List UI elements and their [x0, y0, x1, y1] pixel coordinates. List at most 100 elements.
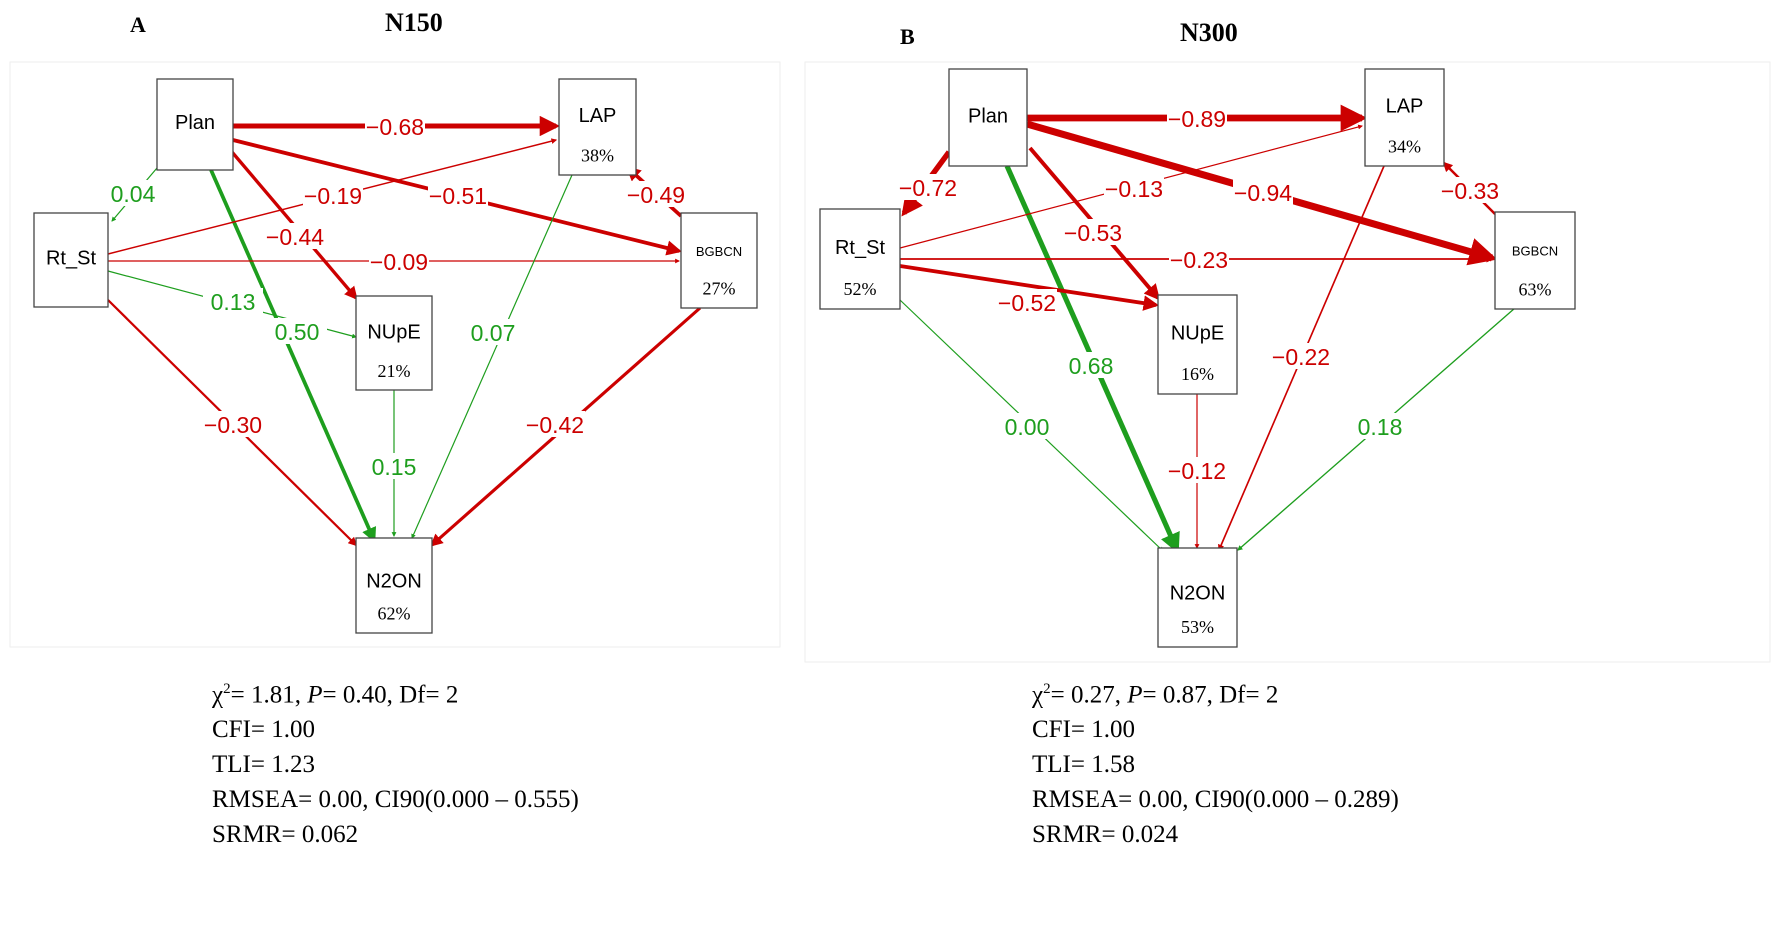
- panel-b-node-n2on-r2: 53%: [1181, 617, 1214, 637]
- panel-a-edge-label-bg: [364, 453, 424, 479]
- panel-b-edge-label-rt_st-to-bgbcn: −0.23: [1170, 247, 1228, 273]
- panel-b-edge-label-lap-to-n2on: −0.22: [1272, 344, 1330, 370]
- panel-a-node-n2on-label: N2ON: [366, 570, 422, 592]
- cfi-line: CFI= 1.00: [212, 716, 316, 744]
- panel-b-node-nupe: [1157, 294, 1238, 395]
- panel-a-edge-label-bg: [265, 223, 325, 249]
- panel-a-edge-label-plan-to-rt_st: 0.04: [111, 181, 156, 207]
- chi-square-line: χ2= 0.27, P= 0.87, Df= 2: [1032, 672, 1399, 712]
- panel-b-node-rt_st: [819, 208, 901, 310]
- panel-b-node-nupe-label: NUpE: [1171, 323, 1224, 345]
- panel-a-edge-label-bg: [365, 113, 425, 139]
- panel-a-edge-label-rt_st-to-bgbcn: −0.09: [370, 249, 428, 275]
- chi-value: = 1.81,: [230, 681, 308, 709]
- panel-b-edge-label-bg: [1233, 179, 1293, 205]
- chi-superscript: 2: [223, 681, 231, 697]
- panel-b-node-lap-r2: 34%: [1388, 136, 1421, 156]
- panel-b-edge-label-bg: [1061, 352, 1121, 378]
- panel-b-edge-label-nupe-to-n2on: −0.12: [1168, 458, 1226, 484]
- panel-b-edge-label-bg: [1350, 413, 1410, 439]
- panel-a-edge-label-rt_st-to-n2on: −0.30: [204, 412, 262, 438]
- panel-a-edge-label-plan-to-lap: −0.68: [366, 114, 424, 140]
- panel-a-node-nupe-r2: 21%: [378, 361, 411, 381]
- p-symbol: P: [307, 681, 323, 709]
- panel-b-letter: B: [900, 24, 915, 49]
- panel-a-edge-label-bg: [103, 180, 163, 206]
- panel-a-edge-label-plan-to-nupe: −0.44: [266, 224, 324, 250]
- panel-a-node-bgbcn-label: BGBCN: [696, 244, 742, 259]
- panel-a-edge-label-bg: [626, 181, 686, 207]
- chi-superscript: 2: [1043, 681, 1051, 697]
- panel-b-edge-label-plan-to-rt_st: −0.72: [899, 175, 957, 201]
- panel-b-fit-stats: χ2= 0.27, P= 0.87, Df= 2 CFI= 1.00 TLI= …: [1032, 672, 1399, 852]
- panel-a-edge-label-bgbcn-to-n2on: −0.42: [526, 412, 584, 438]
- panel-b-edge-rt_st-to-nupe: [899, 264, 1160, 311]
- panel-b-node-rt_st-label: Rt_St: [835, 237, 885, 259]
- panel-a-edge-label-bg: [525, 411, 585, 437]
- panel-a-edge-label-rt_st-to-lap: −0.19: [304, 183, 362, 209]
- panel-b-edge-label-bgbcn-to-n2on: 0.18: [1358, 414, 1403, 440]
- srmr-line: SRMR= 0.062: [212, 821, 359, 849]
- panel-a-edge-label-bg: [203, 411, 263, 437]
- panel-b-edge-label-plan-to-n2on: 0.68: [1069, 353, 1114, 379]
- panel-b-edge-label-bg: [898, 174, 958, 200]
- panel-b-edge-label-bg: [997, 289, 1057, 315]
- edge-labels-layer: −0.68 −0.51 −0.44 0.50 0.04 −0.19 −0.09 0.13 −0.…: [103, 105, 1500, 484]
- panel-b-edge-label-bg: [1167, 457, 1227, 483]
- panel-b-edge-label-bg: [997, 413, 1057, 439]
- chi-square-line: χ2= 1.81, P= 0.40, Df= 2: [212, 672, 579, 712]
- panel-b-node-plan: [948, 68, 1028, 167]
- panel-b-edge-label-bg: [1167, 105, 1227, 131]
- panel-b-edge-label-bg: [1440, 177, 1500, 203]
- panel-a-edge-label-plan-to-n2on: 0.50: [275, 319, 320, 345]
- srmr-line: SRMR= 0.024: [1032, 821, 1179, 849]
- panel-b-node-lap-label: LAP: [1386, 96, 1424, 118]
- panel-b-edge-label-bg: [1063, 219, 1123, 245]
- panel-a-node-n2on: [355, 537, 433, 634]
- panel-a-node-nupe: [355, 295, 433, 391]
- panel-a-edge-label-bgbcn-to-lap: −0.49: [627, 182, 685, 208]
- panel-b-edge-label-rt_st-to-lap: −0.13: [1105, 176, 1163, 202]
- panel-a-edge-label-bg: [267, 318, 327, 344]
- panel-a-node-n2on-r2: 62%: [378, 604, 411, 624]
- rmsea-line: RMSEA= 0.00, CI90(0.000 – 0.289): [1032, 786, 1399, 814]
- panel-b-edge-label-rt_st-to-nupe: −0.52: [998, 290, 1056, 316]
- panel-a-node-lap-label: LAP: [579, 105, 617, 127]
- panel-a-node-bgbcn: [680, 212, 758, 309]
- panel-a-edge-label-lap-to-n2on: 0.07: [471, 320, 516, 346]
- panel-a-edge-label-plan-to-bgbcn: −0.51: [429, 183, 487, 209]
- panel-b-node-lap: [1364, 68, 1445, 167]
- panel-b-node-n2on-label: N2ON: [1170, 582, 1226, 604]
- chi-symbol: χ: [212, 681, 224, 709]
- panel-b-node-rt_st-r2: 52%: [844, 279, 877, 299]
- panel-b-edge-label-plan-to-lap: −0.89: [1168, 106, 1226, 132]
- panel-b-edge-label-plan-to-nupe: −0.53: [1064, 220, 1122, 246]
- panel-b-edge-label-bg: [1104, 175, 1164, 201]
- panel-b-node-bgbcn-r2: 63%: [1519, 279, 1552, 299]
- panel-a-edge-plan-to-n2on: [209, 169, 377, 543]
- panel-a-node-rt_st: [33, 212, 109, 308]
- panel-a-node-bgbcn-r2: 27%: [703, 279, 736, 299]
- panel-a-edge-label-bg: [428, 182, 488, 208]
- p-symbol: P: [1127, 681, 1143, 709]
- chi-value: = 0.27,: [1050, 681, 1128, 709]
- panel-a-title: N150: [385, 8, 443, 37]
- panel-a-node-plan-label: Plan: [175, 112, 215, 134]
- panel-a-edge-label-bg: [303, 182, 363, 208]
- panel-b-edge-label-plan-to-bgbcn: −0.94: [1234, 180, 1292, 206]
- panel-a-node-lap-r2: 38%: [581, 146, 614, 166]
- panel-a-edge-lap-to-n2on: [411, 174, 573, 539]
- panel-b-node-bgbcn: [1494, 211, 1576, 310]
- panel-a-edge-label-bg: [369, 248, 429, 274]
- panel-b-edge-label-bgbcn-to-lap: −0.33: [1441, 178, 1499, 204]
- panel-b-edge-label-rt_st-to-n2on: 0.00: [1005, 414, 1050, 440]
- panel-a-edge-label-nupe-to-n2on: 0.15: [372, 454, 417, 480]
- p-value: = 0.87, Df= 2: [1142, 681, 1279, 709]
- panel-a-node-lap: [558, 78, 637, 176]
- panel-a-node-rt_st-label: Rt_St: [46, 248, 96, 270]
- panel-b-title: N300: [1180, 18, 1238, 47]
- panel-a-letter: A: [130, 12, 146, 37]
- panel-a-edge-label-bg: [203, 288, 263, 314]
- panel-b-edge-label-bg: [1271, 343, 1331, 369]
